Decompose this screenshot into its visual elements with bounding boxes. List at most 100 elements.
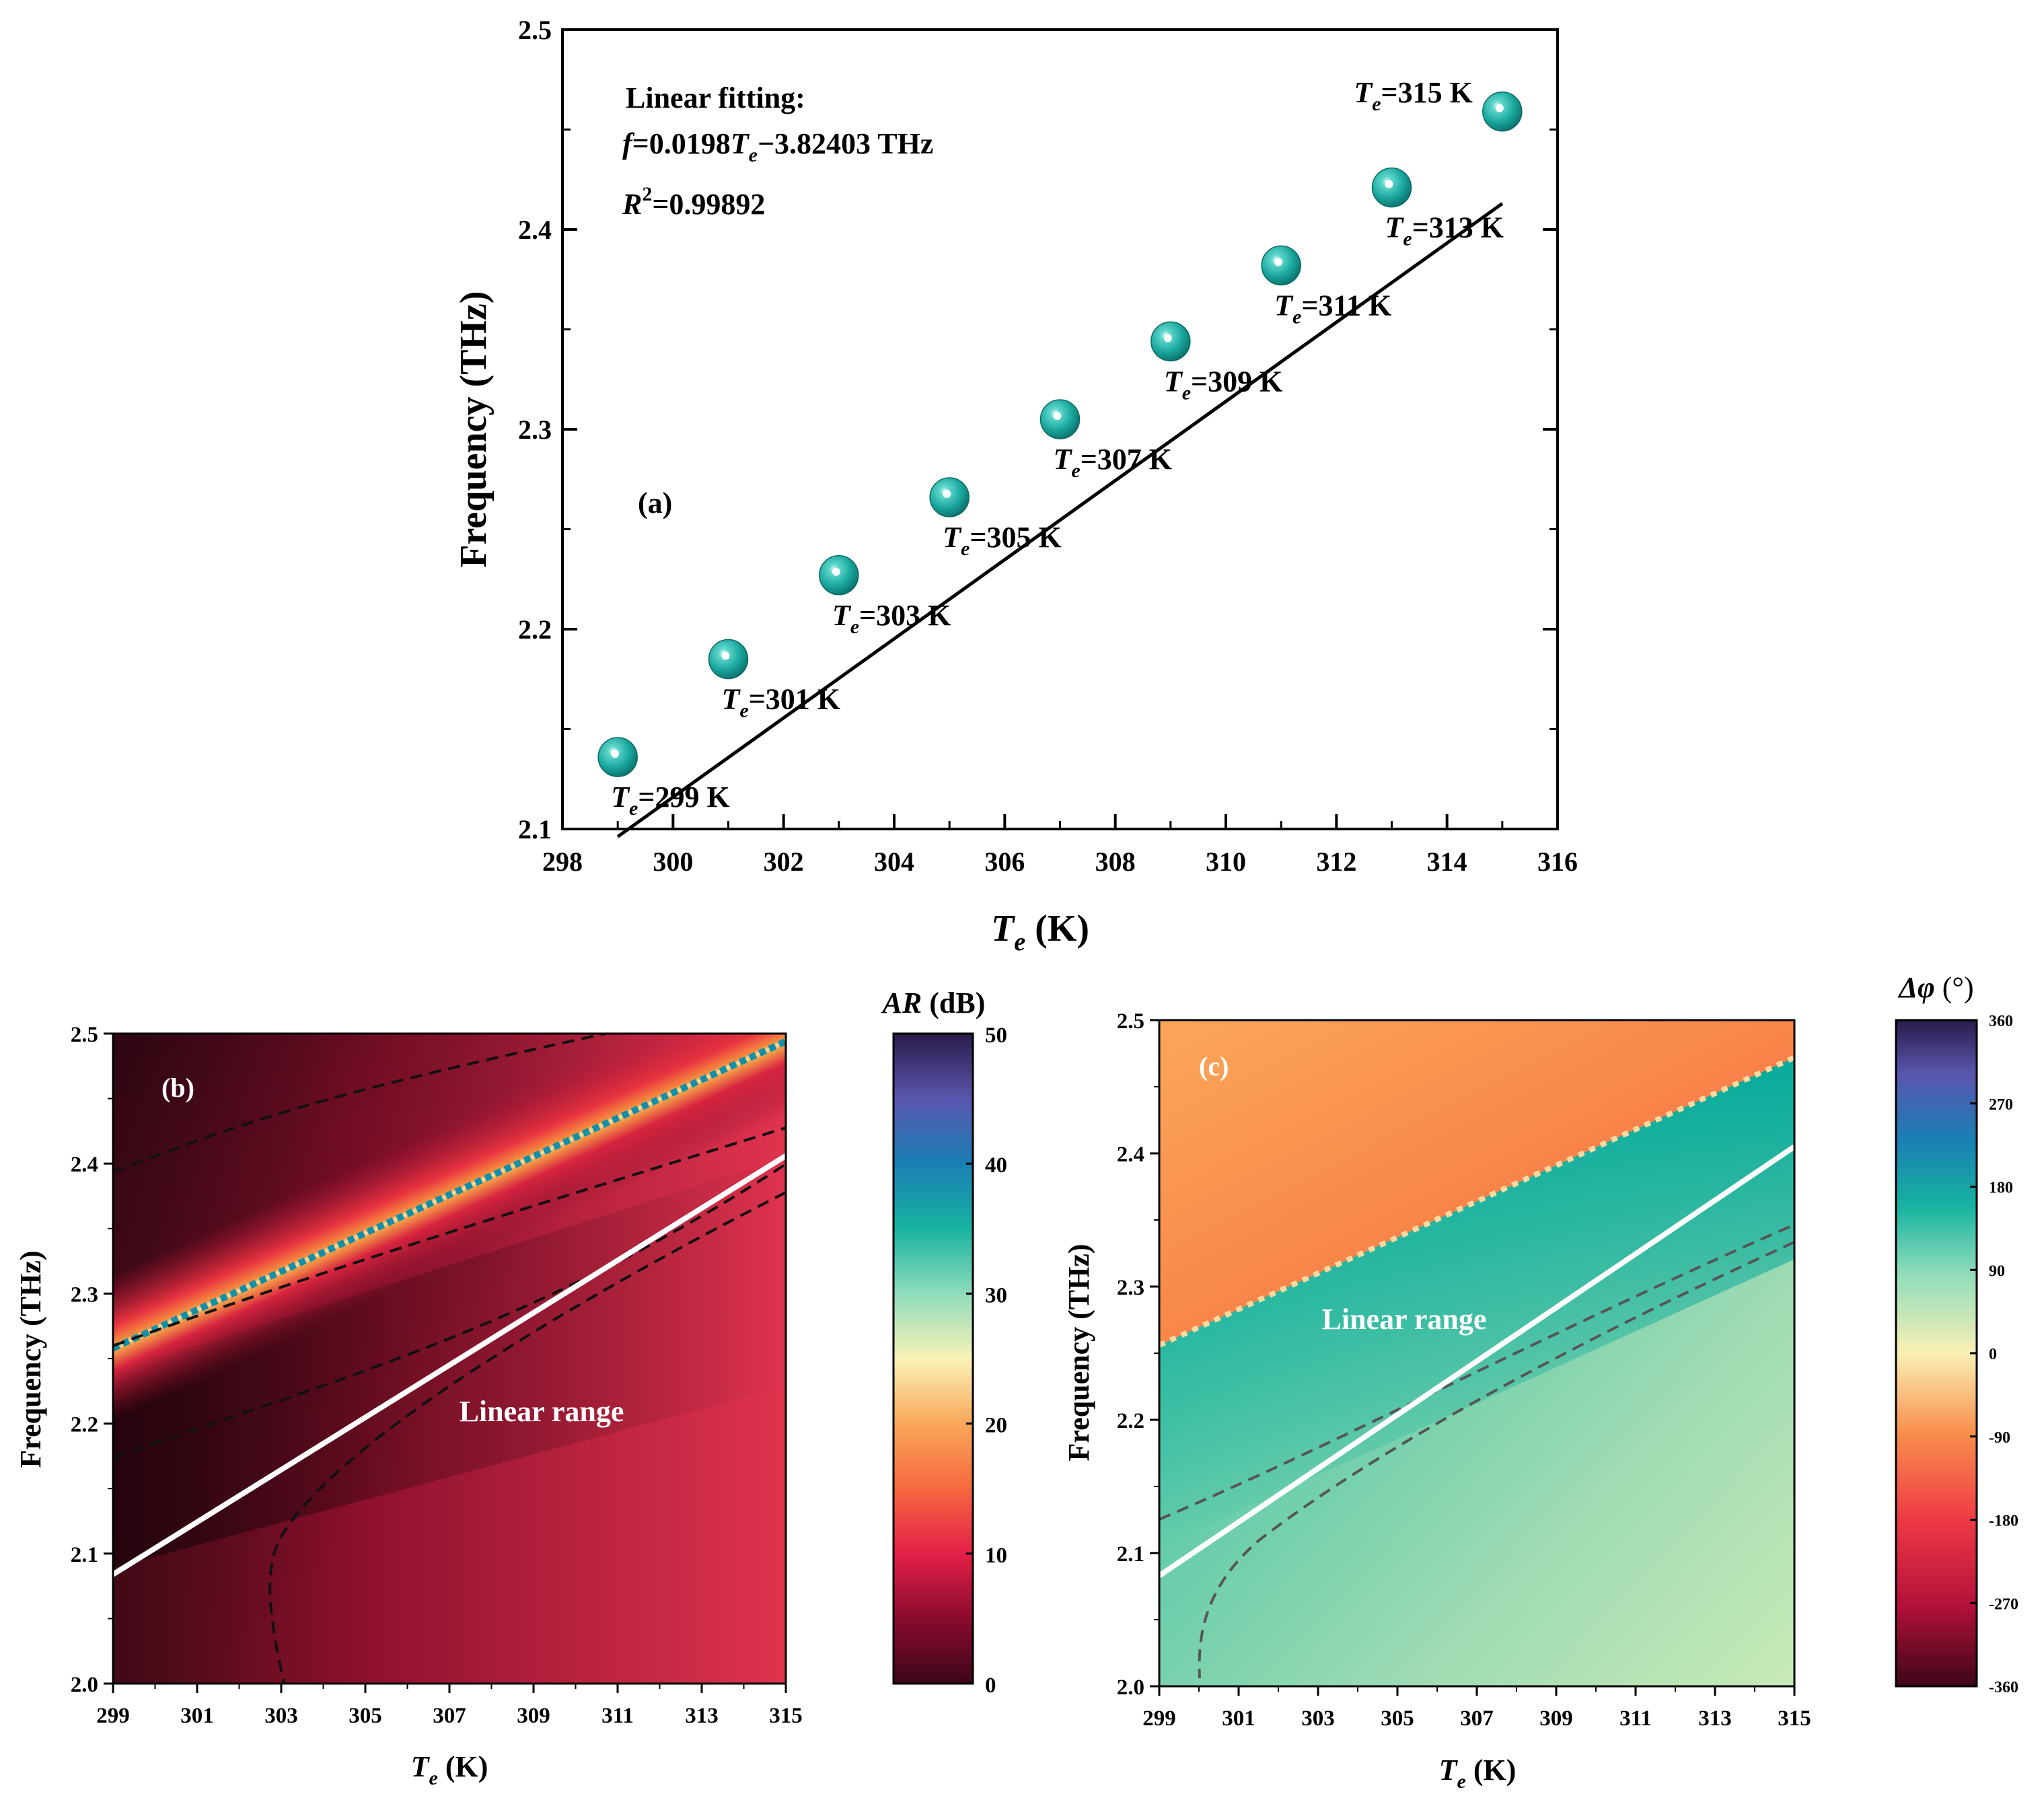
a-x-tick-label: 310 bbox=[1206, 847, 1246, 877]
a-x-tick-label: 302 bbox=[764, 847, 804, 877]
c-colorbar-tick-label: -360 bbox=[1989, 1679, 2018, 1696]
panel-b-heatmap bbox=[113, 1034, 786, 1684]
data-point-label: Te=309 K bbox=[1164, 365, 1283, 404]
a-x-unit: (K) bbox=[1025, 908, 1089, 949]
b-x-tick-label: 301 bbox=[180, 1704, 214, 1728]
panel-c-y-axis-title: Frequency (THz) bbox=[1062, 1244, 1095, 1461]
b-colorbar-title: AR (dB) bbox=[881, 986, 986, 1019]
data-point-highlight bbox=[611, 750, 620, 758]
b-y-tick-label: 2.0 bbox=[71, 1673, 98, 1697]
data-point-marker bbox=[1482, 92, 1523, 132]
b-colorbar bbox=[892, 1032, 974, 1685]
c-x-unit: (K) bbox=[1466, 1754, 1517, 1787]
panel-b-label: (b) bbox=[161, 1073, 194, 1103]
c-y-tick-label: 2.4 bbox=[1117, 1143, 1144, 1167]
data-point-marker bbox=[708, 639, 749, 680]
a-y-tick-label: 2.3 bbox=[518, 415, 552, 445]
c-cb-unit: (°) bbox=[1935, 971, 1974, 1004]
b-colorbar-ticks: 0 10 20 30 40 50 bbox=[966, 1023, 1007, 1698]
c-teal-band bbox=[1159, 1057, 1794, 1548]
fit-eq-sub: e bbox=[749, 144, 758, 166]
fit-eq-var: T bbox=[731, 127, 750, 160]
b-colorbar-tick-label: 40 bbox=[985, 1153, 1007, 1178]
b-cb-var: AR bbox=[881, 986, 922, 1019]
fit-line bbox=[616, 202, 1504, 838]
c-colorbar-tick-label: 180 bbox=[1989, 1180, 2013, 1197]
c-x-tick-label: 311 bbox=[1619, 1706, 1652, 1731]
b-contour-middle bbox=[113, 1126, 786, 1347]
a-x-tick-label: 304 bbox=[874, 847, 914, 877]
c-colorbar-tick-label: -180 bbox=[1989, 1513, 2018, 1530]
c-x-tick-label: 299 bbox=[1142, 1706, 1176, 1731]
c-heatmap-upper bbox=[1159, 1020, 1794, 1346]
c-colorbar-title: Δφ (°) bbox=[1897, 971, 1973, 1004]
data-point-marker bbox=[819, 555, 859, 596]
b-colorbar-tick-label: 0 bbox=[985, 1673, 996, 1698]
c-contour-lower bbox=[1198, 1241, 1794, 1679]
a-x-sub: e bbox=[1014, 928, 1025, 956]
b-colorbar-tick-label: 30 bbox=[985, 1283, 1007, 1307]
c-x-tick-label: 305 bbox=[1381, 1706, 1414, 1731]
c-colorbar-tick-label: 0 bbox=[1989, 1346, 1997, 1363]
b-contour-turning bbox=[268, 1191, 786, 1684]
panel-b-ticks: 299 301 303 305 307 309 311 313 315 2.0 2.1 2.2 2.3 2… bbox=[71, 1023, 803, 1728]
data-point-marker bbox=[1261, 245, 1301, 286]
c-x-tick-label: 313 bbox=[1698, 1706, 1732, 1731]
b-colorbar-tick-label: 10 bbox=[985, 1544, 1007, 1568]
r2-label: R bbox=[622, 188, 642, 221]
b-contour-upper bbox=[113, 1034, 606, 1174]
data-point-highlight bbox=[832, 567, 840, 576]
b-x-tick-label: 315 bbox=[769, 1704, 803, 1728]
b-resonance-band bbox=[113, 1034, 786, 1421]
b-x-tick-label: 299 bbox=[96, 1704, 130, 1728]
a-x-tick-label: 306 bbox=[984, 847, 1025, 877]
c-x-tick-label: 303 bbox=[1301, 1706, 1335, 1731]
c-colorbar bbox=[1895, 1019, 1978, 1688]
fit-eq-rhs: −3.82403 THz bbox=[758, 127, 933, 160]
c-colorbar-tick-label: 270 bbox=[1989, 1096, 2013, 1114]
c-y-tick-label: 2.3 bbox=[1117, 1276, 1144, 1300]
panel-b: 299 301 303 305 307 309 311 313 315 2.0 2.1 2.2 2.3 2… bbox=[14, 986, 1007, 1789]
b-y-tick-label: 2.5 bbox=[71, 1023, 98, 1047]
panel-a-ticks: 298 300 302 304 306 308 310 312 314 316 2.1 2.2 2.3 2… bbox=[518, 15, 1578, 877]
b-linear-range-line bbox=[113, 1153, 786, 1577]
c-x-main: T bbox=[1439, 1754, 1459, 1787]
a-x-tick-label: 300 bbox=[653, 847, 693, 877]
panel-a-label: (a) bbox=[638, 487, 672, 519]
data-point-highlight bbox=[721, 651, 730, 660]
data-point-marker bbox=[929, 477, 970, 517]
panel-c-label: (c) bbox=[1199, 1051, 1229, 1081]
c-y-tick-label: 2.5 bbox=[1117, 1009, 1144, 1034]
b-contour-lower bbox=[113, 1163, 786, 1459]
panel-a-x-axis-title: Te (K) bbox=[991, 908, 1089, 956]
a-x-tick-label: 314 bbox=[1427, 847, 1467, 877]
r2-value: =0.99892 bbox=[652, 188, 765, 221]
c-y-tick-label: 2.1 bbox=[1117, 1542, 1144, 1567]
c-linear-range-line bbox=[1159, 1144, 1794, 1578]
b-x-tick-label: 309 bbox=[517, 1704, 550, 1728]
data-point-highlight bbox=[943, 489, 951, 498]
fit-equation: f=0.0198Te−3.82403 THz bbox=[622, 127, 933, 166]
panel-c-x-axis-title: Te (K) bbox=[1439, 1754, 1517, 1793]
b-y-tick-label: 2.3 bbox=[71, 1283, 98, 1307]
data-point-marker bbox=[1371, 167, 1412, 208]
panel-c: 299 301 303 305 307 309 311 313 315 2.0 2.1 2.2 2.3 2… bbox=[1062, 971, 2018, 1793]
data-point-label: Te=311 K bbox=[1274, 289, 1391, 328]
b-x-tick-label: 313 bbox=[685, 1704, 719, 1728]
data-point-label: Te=299 K bbox=[611, 781, 730, 820]
a-y-tick-label: 2.2 bbox=[518, 614, 552, 645]
data-point-label: Te=307 K bbox=[1054, 443, 1173, 482]
data-point-highlight bbox=[1495, 104, 1504, 112]
c-x-tick-label: 307 bbox=[1460, 1706, 1494, 1731]
data-point-highlight bbox=[1053, 412, 1062, 421]
a-x-tick-label: 316 bbox=[1537, 847, 1578, 877]
a-x-main: T bbox=[991, 908, 1016, 949]
data-point-highlight bbox=[1385, 180, 1393, 188]
c-y-tick-label: 2.2 bbox=[1117, 1409, 1144, 1433]
b-x-sub: e bbox=[429, 1767, 438, 1789]
a-y-tick-label: 2.4 bbox=[518, 215, 552, 245]
b-linear-range-label: Linear range bbox=[460, 1395, 624, 1428]
panel-b-y-axis-title: Frequency (THz) bbox=[14, 1250, 47, 1468]
b-colorbar-tick-label: 20 bbox=[985, 1414, 1007, 1438]
